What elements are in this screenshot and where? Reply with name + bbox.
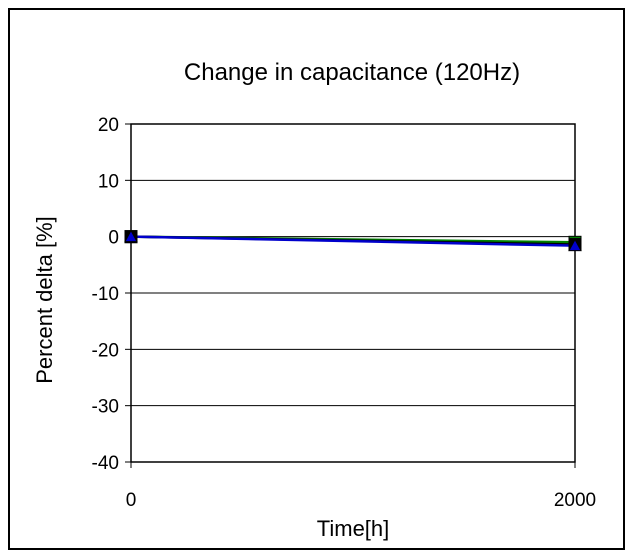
y-tick-label: -30 [92, 397, 119, 418]
y-tick-label: -40 [92, 453, 119, 474]
y-tick-label: -10 [92, 284, 119, 305]
y-axis-ticks: 20 10 0 -10 -20 -30 -40 [92, 115, 131, 474]
chart-frame [8, 8, 625, 550]
y-tick-label: 0 [108, 228, 119, 249]
series-3-point [568, 238, 582, 252]
x-tick-label: 0 [126, 490, 137, 511]
y-tick-label: 10 [98, 171, 119, 192]
series-group [124, 229, 582, 252]
x-axis-ticks: 0 2000 [126, 462, 596, 511]
series-3-point [124, 229, 138, 243]
y-tick-label: -20 [92, 340, 119, 361]
series-line-3 [130, 235, 576, 247]
chart-title: Change in capacitance (120Hz) [184, 59, 520, 86]
x-axis-label: Time[h] [317, 516, 390, 541]
grid-lines [131, 179, 575, 407]
x-tick-label: 2000 [554, 490, 596, 511]
y-axis-label: Percent delta [%] [32, 216, 57, 384]
y-tick-label: 20 [98, 115, 119, 136]
